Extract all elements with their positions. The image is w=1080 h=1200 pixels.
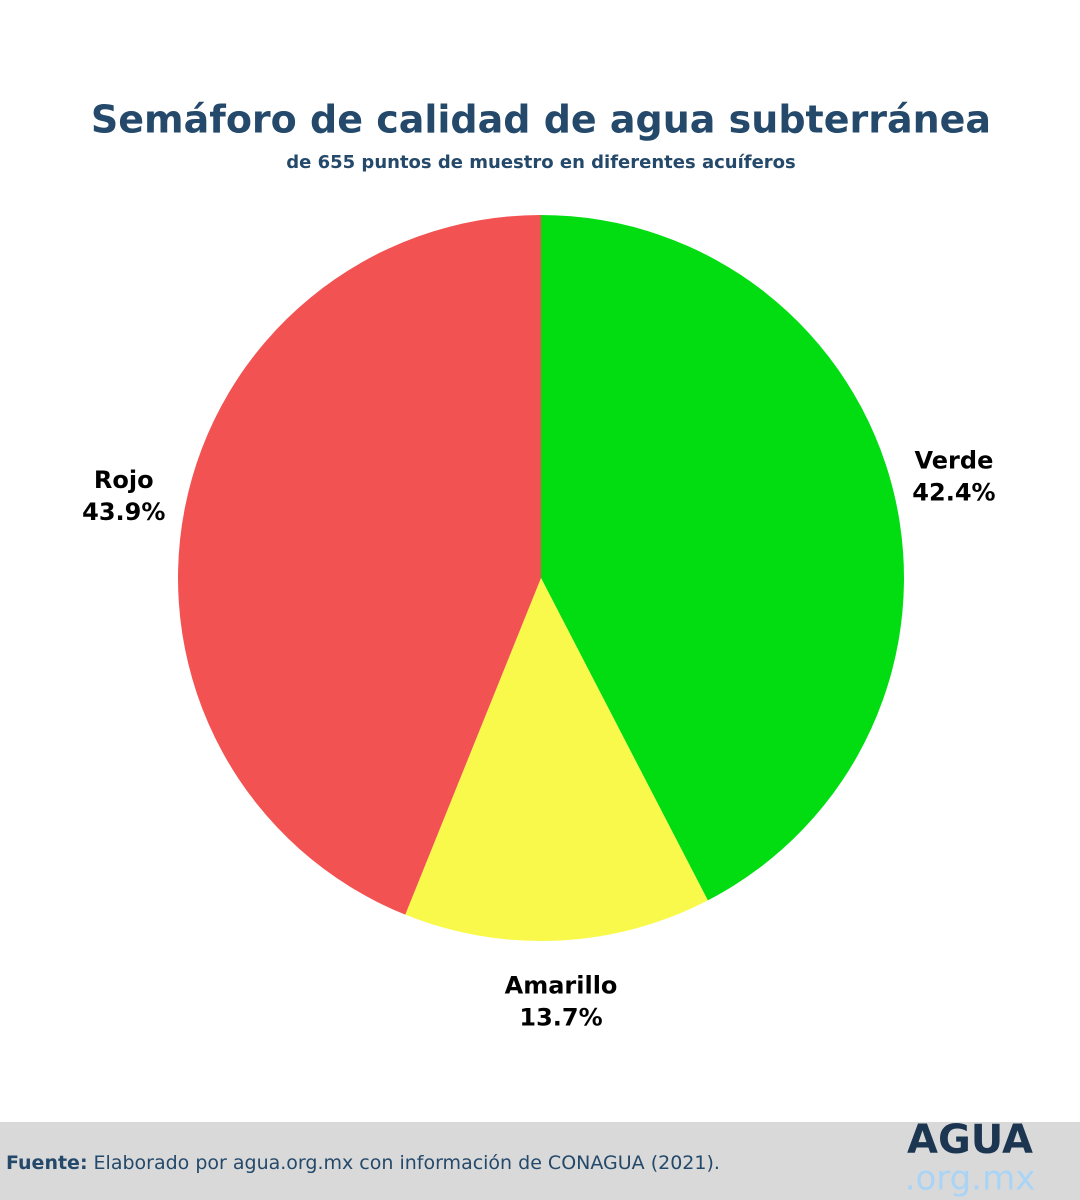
logo: AGUA (907, 1117, 1033, 1163)
pie-slice (177, 215, 541, 915)
pie-slice (541, 215, 904, 901)
footer-bar (0, 1122, 1080, 1200)
slice-label: Rojo (94, 466, 154, 494)
logo-sub: .org.mx (905, 1159, 1036, 1199)
slice-value: 43.9% (82, 498, 165, 526)
source-text: Elaborado por agua.org.mx con informació… (94, 1152, 720, 1174)
pie-slice (405, 578, 708, 941)
pie: Verde 42.4% Amarillo 13.7% Rojo 43.9% (82, 215, 996, 1032)
source-label: Fuente: (6, 1152, 88, 1174)
slice-label: Amarillo (505, 972, 618, 1000)
slice-value: 42.4% (912, 478, 995, 506)
chart-title: Semáforo de calidad de agua subterránea (91, 98, 991, 142)
source: Fuente: Elaborado por agua.org.mx con inf… (6, 1152, 720, 1174)
slice-value: 13.7% (519, 1004, 602, 1032)
slice-label: Verde (915, 446, 994, 474)
chart-subtitle: de 655 puntos de muestro en diferentes a… (286, 152, 796, 173)
